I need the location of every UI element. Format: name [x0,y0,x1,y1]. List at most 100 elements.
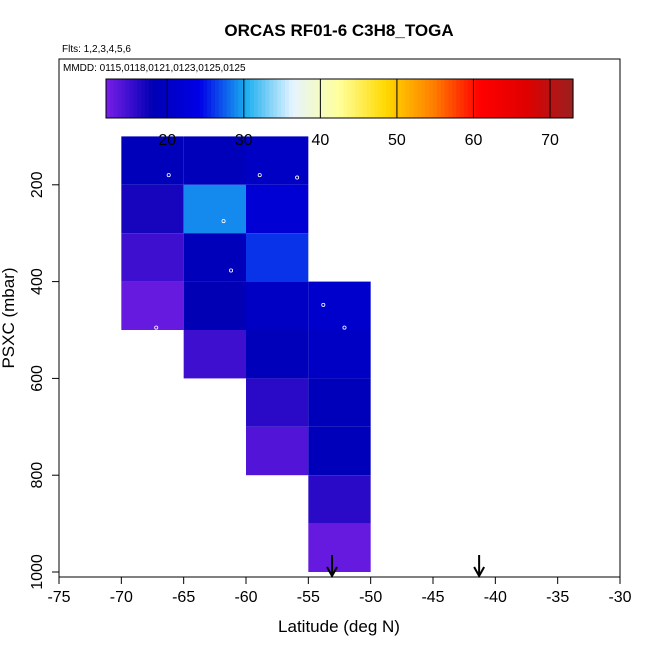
colorbar-segment [471,79,477,118]
colorbar-segment [121,79,127,118]
colorbar-segment [331,79,337,118]
y-axis-label: PSXC (mbar) [0,267,18,368]
colorbar-segment [502,79,508,118]
colorbar-segment [448,79,453,118]
colorbar-segment [530,79,535,118]
colorbar-segment [514,79,520,118]
heatmap-cell [121,233,184,282]
colorbar-segment [296,79,302,118]
heatmap-cell [183,281,246,330]
heatmap-cell [121,136,184,185]
y-tick-label: 200 [29,171,46,198]
colorbar-segment [141,79,146,118]
colorbar-segment [203,79,208,118]
colorbar-segment [273,79,278,118]
colorbar-segment [475,79,481,118]
heatmap-cell [308,330,371,379]
heatmap-cell [121,184,184,234]
heatmap-cell [246,426,309,476]
colorbar-segment [214,79,220,118]
y-tick-label: 1000 [29,554,46,590]
colorbar-segment [320,79,325,118]
colorbar-segment [362,79,368,118]
colorbar-segment [207,79,212,118]
colorbar-segment [413,79,418,118]
colorbar-segment [133,79,138,118]
colorbar-segment [487,79,492,118]
colorbar-segment [355,79,360,118]
y-tick-label: 400 [29,268,46,295]
colorbar-tick-label: 50 [388,132,406,149]
heatmap-cell [308,475,371,524]
colorbar-segment [561,79,566,118]
colorbar-segment [541,79,547,118]
colorbar-segment [444,79,450,118]
colorbar-segment [534,79,539,118]
colorbar-segment [499,79,504,118]
x-tick-label: -30 [608,589,631,606]
sample-point [221,219,226,224]
colorbar-segment [510,79,516,118]
colorbar-segment [253,79,259,118]
x-axis: -75 -70 -65 -60 -55 -50 -45 -40 -35 -30 [47,577,632,606]
colorbar-segment [452,79,457,118]
colorbar-segment [351,79,356,118]
colorbar-segment [537,79,543,118]
colorbar-segment [401,79,407,118]
colorbar-segment [312,79,317,118]
colorbar-segment [234,79,239,118]
colorbar-segment [386,79,391,118]
colorbar-segment [265,79,271,118]
sample-points [154,173,347,330]
heatmap-cell [308,523,371,572]
heatmap-cell [183,330,246,379]
colorbar-segment [557,79,562,118]
heatmap-cell [308,426,371,476]
heatmap-cell [183,136,246,185]
colorbar-segment [440,79,446,118]
sample-point [342,325,347,330]
colorbar-segment [269,79,274,118]
colorbar-segment [222,79,228,118]
colorbar-segment [179,79,185,118]
colorbar-segment [518,79,524,118]
colorbar-segment [156,79,162,118]
colorbar-segment [199,79,204,118]
colorbar-segment [417,79,422,118]
colorbar-segment [106,79,111,118]
colorbar-segment [397,79,403,118]
colorbar-tick-label: 60 [465,132,483,149]
colorbar-segment [117,79,123,118]
colorbar-segment [288,79,294,118]
sample-point [257,173,262,178]
colorbar-segment [436,79,442,118]
x-tick-label: -40 [484,589,507,606]
x-tick-label: -55 [297,589,320,606]
colorbar-segment [257,79,263,118]
colorbar-segment [230,79,236,118]
colorbar-segment [460,79,465,118]
colorbar-segment [125,79,130,118]
colorbar-segment [370,79,376,118]
colorbar-segment [183,79,189,118]
colorbar-segment [569,79,574,118]
colorbar-segment [323,79,329,118]
colorbar-segment [218,79,224,118]
colorbar-segment [374,79,380,118]
colorbar-segment [483,79,488,118]
colorbar-tick-label: 40 [311,132,329,149]
colorbar-segment [522,79,527,118]
colorbar-segment [152,79,158,118]
colorbar-segment [148,79,154,118]
colorbar-segment [246,79,251,118]
colorbar-segment [195,79,200,118]
colorbar-segment [211,79,216,118]
colorbar-segment [545,79,551,118]
colorbar-segment [285,79,290,118]
colorbar-segment [432,79,438,118]
colorbar-segment [378,79,383,118]
colorbar-tick-label: 30 [235,132,253,149]
colorbar-segment [129,79,134,118]
colorbar-segment [335,79,341,118]
